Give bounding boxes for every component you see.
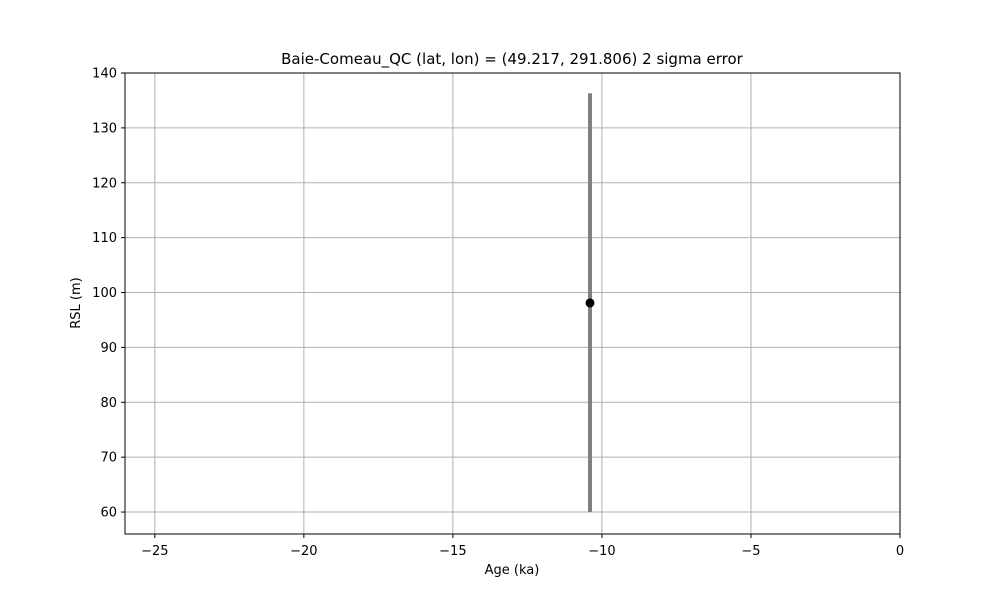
y-tick-label: 90	[100, 341, 117, 356]
y-tick-label: 140	[92, 67, 117, 82]
data-point	[585, 298, 595, 308]
chart-title: Baie-Comeau_QC (lat, lon) = (49.217, 291…	[281, 50, 744, 69]
x-tick-label: −15	[439, 544, 466, 559]
grid-lines	[125, 72, 901, 534]
x-tick-label: −20	[290, 544, 317, 559]
y-tick-label: 60	[100, 506, 117, 521]
y-tick-label: 110	[92, 231, 117, 246]
x-tick-label: −25	[141, 544, 168, 559]
y-tick-label: 70	[100, 451, 117, 466]
x-axis-label: Age (ka)	[485, 563, 540, 578]
x-axis-ticks: −25 −20 −15 −10 −5 0	[141, 534, 904, 559]
y-tick-label: 100	[92, 286, 117, 301]
y-tick-label: 130	[92, 121, 117, 136]
y-tick-label: 80	[100, 396, 117, 411]
plot-frame	[124, 72, 901, 535]
y-tick-label: 120	[92, 176, 117, 191]
plot-marks	[585, 93, 595, 513]
y-axis-label: RSL (m)	[69, 277, 84, 328]
x-tick-label: −5	[741, 544, 760, 559]
x-tick-label: 0	[896, 544, 904, 559]
x-tick-label: −10	[588, 544, 615, 559]
y-axis-ticks: 60 70 80 90 100 110 120 130 140	[92, 67, 125, 521]
